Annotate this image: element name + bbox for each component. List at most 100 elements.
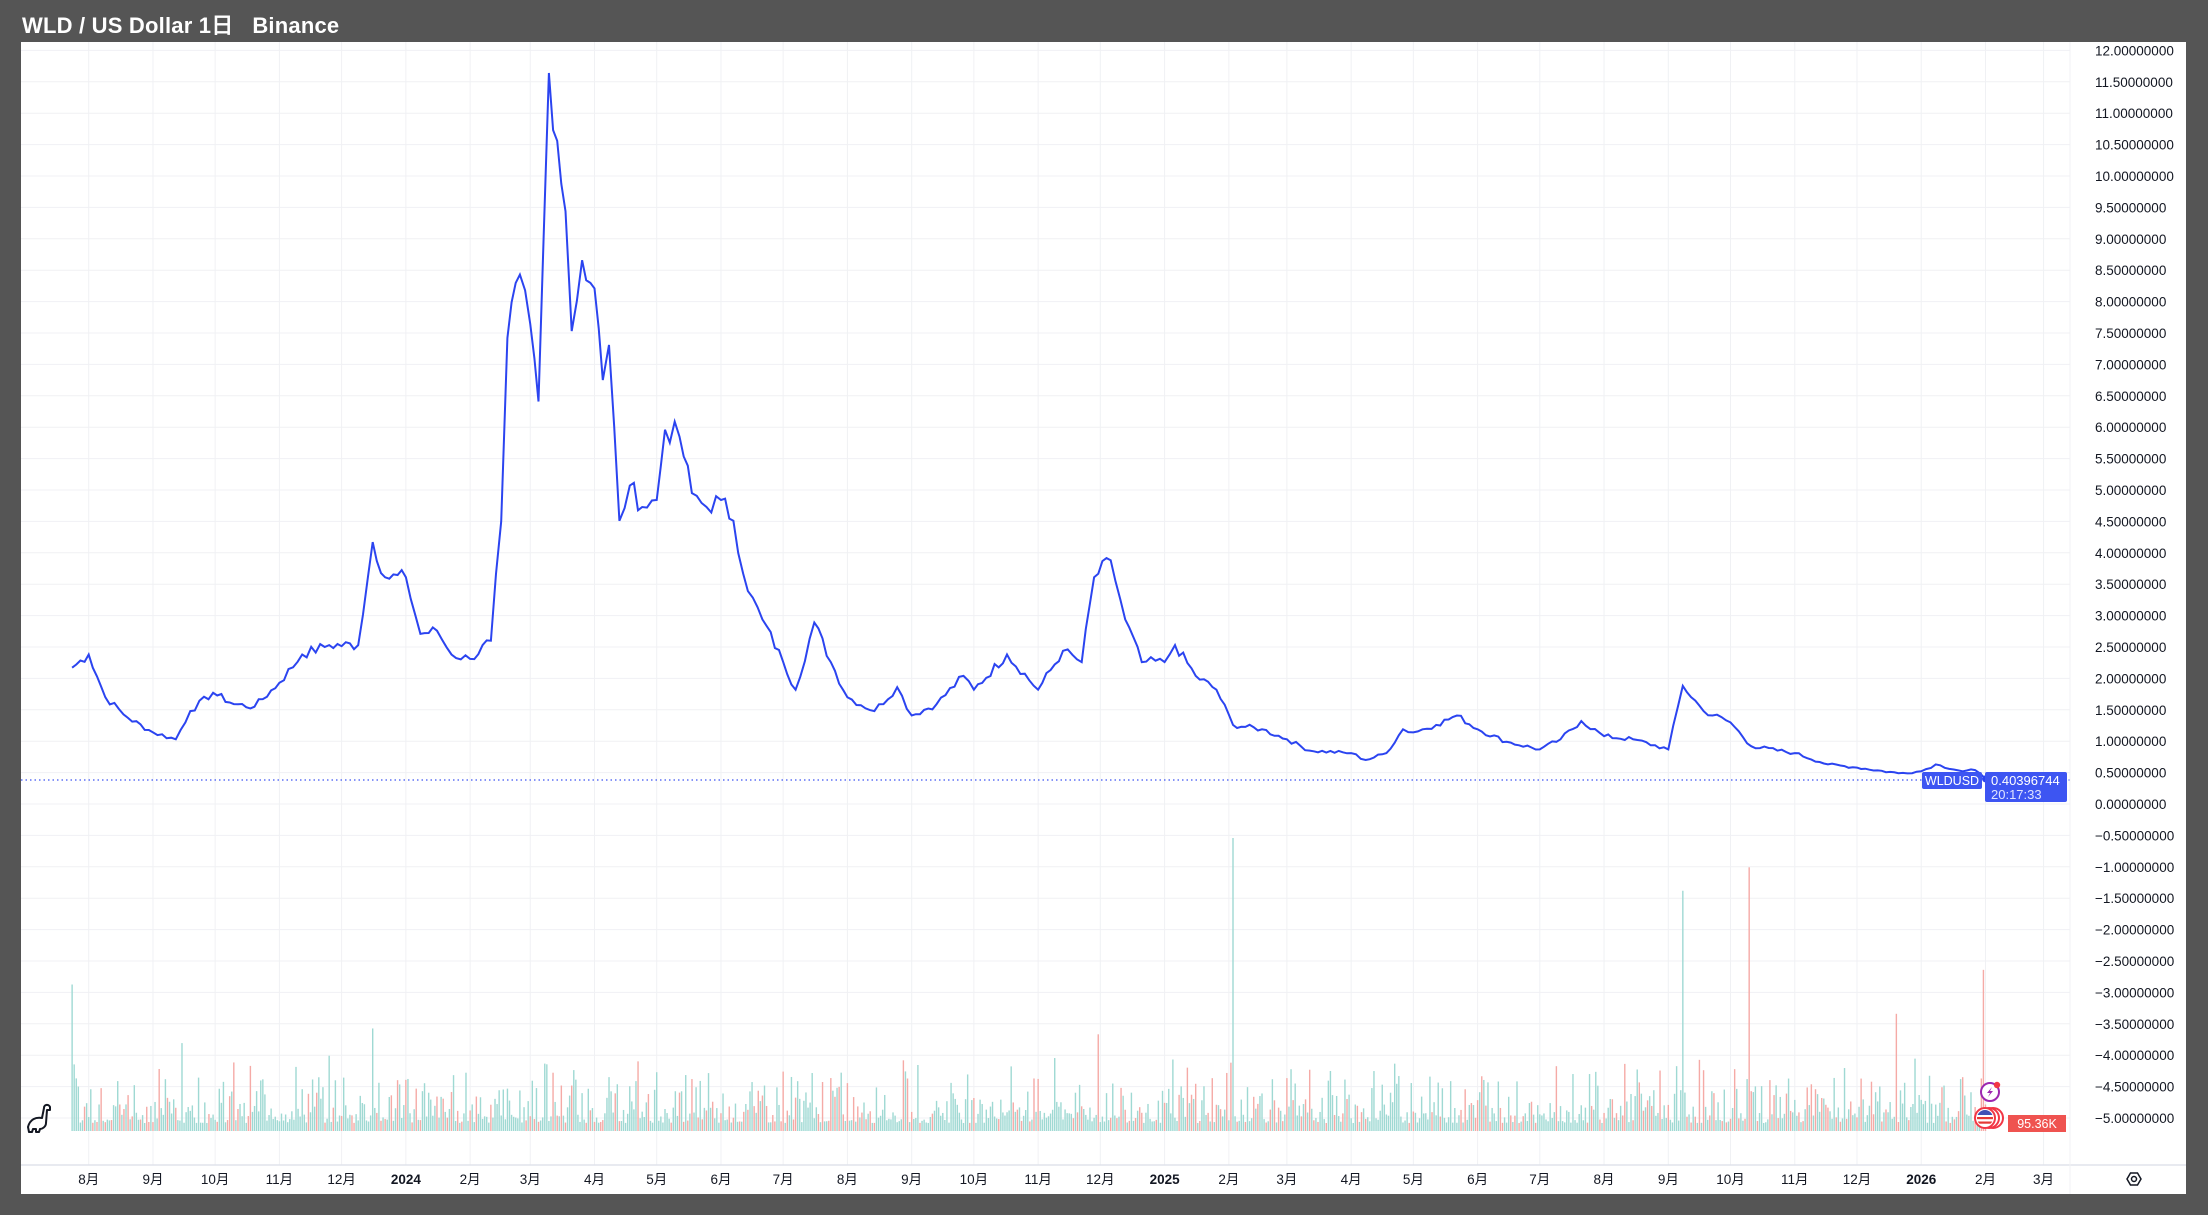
volume-bar — [825, 1121, 828, 1131]
volume-bar — [759, 1101, 762, 1131]
volume-bar — [1731, 1107, 1734, 1131]
settings-icon[interactable] — [2126, 1172, 2142, 1186]
volume-bar — [1926, 1122, 1929, 1131]
volume-bar — [614, 1093, 616, 1131]
volume-bar — [1669, 1119, 1672, 1131]
volume-bar — [1288, 1106, 1290, 1131]
volume-bar — [146, 1106, 148, 1131]
volume-bar — [1586, 1122, 1589, 1131]
volume-bar — [647, 1094, 650, 1131]
volume-bar — [467, 1120, 469, 1131]
volume-bar — [535, 1088, 538, 1131]
volume-bar — [1738, 1118, 1740, 1131]
us-flag-event-icon[interactable] — [1974, 1107, 2004, 1129]
volume-bar — [1331, 1095, 1334, 1131]
volume-bar — [1205, 1114, 1207, 1131]
lightning-event-icon[interactable] — [1980, 1081, 2001, 1102]
volume-bar — [1787, 1078, 1790, 1131]
volume-bar — [216, 1121, 218, 1131]
volume-bar — [931, 1113, 934, 1131]
volume-bar — [1746, 1079, 1748, 1131]
y-tick-label: −3.00000000 — [2095, 985, 2174, 1000]
volume-bar — [1176, 1120, 1178, 1131]
volume-bar — [952, 1093, 954, 1131]
volume-bar — [1217, 1105, 1220, 1131]
grid — [21, 42, 2070, 1165]
volume-bar — [817, 1114, 820, 1131]
x-tick-label: 9月 — [1658, 1172, 1679, 1187]
volume-bar — [353, 1122, 355, 1131]
volume-bar — [1636, 1069, 1638, 1131]
volume-bar — [933, 1110, 936, 1131]
volume-bar — [1070, 1113, 1073, 1131]
volume-bar — [935, 1100, 938, 1131]
volume-bar — [1491, 1107, 1493, 1131]
volume-bar — [1060, 1102, 1062, 1131]
volume-bar — [380, 1120, 382, 1131]
x-tick-label: 7月 — [1529, 1172, 1550, 1187]
volume-bar — [589, 1110, 592, 1131]
y-tick-label: 5.00000000 — [2095, 483, 2166, 498]
volume-bar — [1499, 1107, 1502, 1131]
volume-bar — [181, 1043, 183, 1131]
volume-bar — [1750, 1091, 1752, 1131]
volume-bar — [1792, 1112, 1794, 1131]
volume-bar — [1087, 1119, 1089, 1131]
volume-bar — [1371, 1088, 1373, 1131]
volume-bar — [823, 1121, 826, 1131]
volume-bar — [1398, 1076, 1400, 1131]
volume-bar — [235, 1120, 237, 1131]
time-axis[interactable]: 8月 9月 10月 11月 12月 2024 2月 3月 4月 5月 6月 7月 8月 9月 10月 11月 1… — [78, 1172, 2054, 1187]
volume-bar — [1460, 1109, 1462, 1131]
volume-bar — [1914, 1058, 1916, 1131]
price-axis[interactable]: 12.00000000 11.50000000 11.00000000 10.5000… — [2095, 43, 2174, 1126]
volume-bar — [1812, 1115, 1815, 1131]
dinosaur-logo-icon[interactable] — [27, 1103, 51, 1133]
volume-bar — [1711, 1091, 1713, 1131]
y-tick-label: −1.00000000 — [2095, 860, 2174, 875]
volume-bar — [1717, 1102, 1719, 1131]
volume-bar — [1837, 1107, 1840, 1131]
volume-bar — [175, 1107, 177, 1131]
volume-bar — [1095, 1114, 1097, 1131]
volume-bar — [618, 1121, 621, 1131]
volume-bar — [830, 1078, 832, 1131]
volume-bar — [108, 1120, 111, 1131]
volume-bar — [272, 1119, 274, 1131]
volume-bar — [284, 1114, 287, 1131]
volume-bar — [664, 1109, 666, 1131]
volume-bar — [1841, 1118, 1844, 1131]
volume-bar — [950, 1082, 952, 1131]
volume-bar — [1236, 1121, 1238, 1131]
volume-bar — [1282, 1121, 1284, 1131]
volume-bar — [1584, 1107, 1587, 1131]
volume-bar — [776, 1087, 778, 1131]
volume-bar — [1329, 1070, 1332, 1131]
volume-bar — [1402, 1122, 1404, 1131]
volume-bar — [1284, 1114, 1286, 1131]
volume-bar — [1004, 1115, 1006, 1131]
volume-bar — [724, 1120, 726, 1131]
volume-bar — [1595, 1071, 1597, 1131]
y-tick-label: 3.50000000 — [2095, 577, 2166, 592]
x-tick-label: 10月 — [201, 1172, 230, 1187]
volume-bar — [88, 1117, 90, 1131]
volume-bar — [1487, 1082, 1489, 1131]
volume-bar — [695, 1087, 697, 1131]
volume-bar — [183, 1122, 185, 1131]
volume-bar — [349, 1114, 351, 1131]
volume-bar — [1454, 1108, 1456, 1131]
volume-bar — [1887, 1112, 1889, 1131]
volume-bar — [222, 1081, 225, 1131]
volume-bar — [1742, 1120, 1744, 1131]
volume-bar — [691, 1079, 693, 1131]
volume-bar — [1518, 1122, 1520, 1131]
volume-bar — [1420, 1096, 1423, 1131]
volume-bar — [1433, 1102, 1435, 1131]
volume-bar — [770, 1122, 772, 1131]
volume-bar — [104, 1122, 106, 1131]
volume-bar — [1406, 1112, 1408, 1131]
x-tick-label: 8月 — [837, 1172, 858, 1187]
volume-bar — [1704, 1106, 1707, 1131]
